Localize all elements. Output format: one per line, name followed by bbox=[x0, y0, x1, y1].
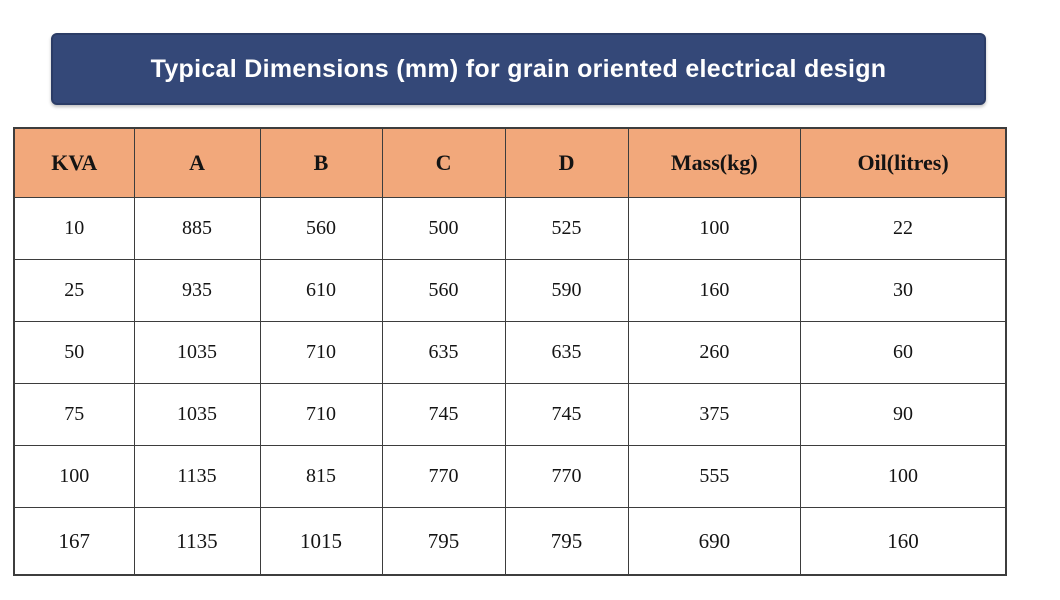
cell-oil: 100 bbox=[800, 445, 1007, 508]
table-row: 167 1135 1015 795 795 690 160 bbox=[13, 507, 1007, 576]
cell-b: 610 bbox=[259, 259, 383, 322]
dimensions-table: KVA A B C D Mass(kg) Oil(litres) 10 885 … bbox=[13, 127, 1007, 576]
table-row: 10 885 560 500 525 100 22 bbox=[13, 197, 1007, 260]
table-row: 25 935 610 560 590 160 30 bbox=[13, 259, 1007, 322]
column-header-d: D bbox=[504, 127, 629, 198]
cell-b: 710 bbox=[259, 383, 383, 446]
table-row: 50 1035 710 635 635 260 60 bbox=[13, 321, 1007, 384]
cell-d: 795 bbox=[504, 507, 629, 576]
cell-a: 1035 bbox=[133, 383, 261, 446]
column-header-kva: KVA bbox=[13, 127, 135, 198]
column-header-c: C bbox=[381, 127, 506, 198]
page-title: Typical Dimensions (mm) for grain orient… bbox=[150, 54, 887, 83]
cell-c: 635 bbox=[381, 321, 506, 384]
cell-mass: 375 bbox=[627, 383, 802, 446]
column-header-mass: Mass(kg) bbox=[627, 127, 802, 198]
cell-mass: 100 bbox=[627, 197, 802, 260]
cell-d: 525 bbox=[504, 197, 629, 260]
title-banner: Typical Dimensions (mm) for grain orient… bbox=[51, 33, 986, 105]
column-header-a: A bbox=[133, 127, 261, 198]
cell-mass: 690 bbox=[627, 507, 802, 576]
cell-oil: 22 bbox=[800, 197, 1007, 260]
cell-mass: 260 bbox=[627, 321, 802, 384]
cell-c: 500 bbox=[381, 197, 506, 260]
cell-a: 935 bbox=[133, 259, 261, 322]
cell-c: 560 bbox=[381, 259, 506, 322]
cell-mass: 555 bbox=[627, 445, 802, 508]
cell-d: 635 bbox=[504, 321, 629, 384]
cell-c: 795 bbox=[381, 507, 506, 576]
cell-c: 770 bbox=[381, 445, 506, 508]
cell-b: 560 bbox=[259, 197, 383, 260]
table-row: 100 1135 815 770 770 555 100 bbox=[13, 445, 1007, 508]
cell-a: 1135 bbox=[133, 445, 261, 508]
cell-oil: 160 bbox=[800, 507, 1007, 576]
cell-kva: 25 bbox=[13, 259, 135, 322]
column-header-b: B bbox=[259, 127, 383, 198]
cell-kva: 167 bbox=[13, 507, 135, 576]
cell-oil: 30 bbox=[800, 259, 1007, 322]
column-header-oil: Oil(litres) bbox=[800, 127, 1007, 198]
cell-b: 815 bbox=[259, 445, 383, 508]
cell-kva: 50 bbox=[13, 321, 135, 384]
table-row: 75 1035 710 745 745 375 90 bbox=[13, 383, 1007, 446]
cell-b: 710 bbox=[259, 321, 383, 384]
cell-kva: 10 bbox=[13, 197, 135, 260]
cell-c: 745 bbox=[381, 383, 506, 446]
cell-kva: 75 bbox=[13, 383, 135, 446]
cell-a: 1035 bbox=[133, 321, 261, 384]
cell-a: 1135 bbox=[133, 507, 261, 576]
cell-kva: 100 bbox=[13, 445, 135, 508]
cell-d: 745 bbox=[504, 383, 629, 446]
cell-d: 770 bbox=[504, 445, 629, 508]
cell-oil: 60 bbox=[800, 321, 1007, 384]
cell-b: 1015 bbox=[259, 507, 383, 576]
cell-oil: 90 bbox=[800, 383, 1007, 446]
table-header-row: KVA A B C D Mass(kg) Oil(litres) bbox=[13, 127, 1007, 198]
cell-a: 885 bbox=[133, 197, 261, 260]
cell-mass: 160 bbox=[627, 259, 802, 322]
cell-d: 590 bbox=[504, 259, 629, 322]
